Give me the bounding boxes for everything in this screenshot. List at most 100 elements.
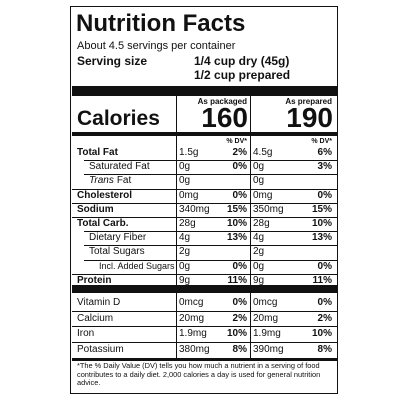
thick-rule	[72, 86, 337, 96]
nutrient-name: Total Carb.	[77, 218, 129, 229]
daily-value: 11%	[227, 274, 247, 286]
daily-value: 0%	[232, 189, 247, 201]
nutrient-name: Trans	[89, 175, 114, 187]
daily-value: 10%	[226, 218, 247, 229]
daily-value: 0%	[317, 297, 332, 308]
footnote: *The % Daily Value (DV) tells you how mu…	[77, 361, 321, 388]
amount: 0mg	[253, 189, 273, 201]
daily-value: 8%	[232, 343, 247, 355]
amount: 390mg	[253, 343, 284, 355]
nutrient-name: Dietary Fiber	[89, 232, 147, 244]
row-rule	[72, 326, 337, 327]
nutrient-name: Protein	[77, 274, 112, 286]
nutrient-name: Fat	[116, 175, 132, 187]
calories-label: Calories	[77, 107, 160, 130]
medium-rule	[72, 132, 337, 136]
daily-value: 3%	[317, 161, 332, 173]
amount: 1.5g	[179, 147, 199, 158]
column-divider	[176, 96, 177, 358]
row-rule	[84, 174, 337, 176]
daily-value: 15%	[226, 203, 247, 215]
daily-value: 2%	[317, 312, 332, 324]
daily-value: 0%	[317, 189, 332, 201]
amount: 0g	[179, 175, 191, 187]
amount: 0g	[179, 161, 191, 173]
amount: 0mg	[179, 189, 199, 201]
calories-value: 190	[286, 102, 333, 133]
amount: 0g	[179, 260, 191, 272]
serving-size-label: Serving size	[77, 54, 148, 68]
dv-header: % DV*	[226, 138, 247, 145]
daily-value: 2%	[232, 312, 247, 324]
amount: 28g	[253, 218, 270, 229]
column-divider	[250, 96, 251, 358]
amount: 4g	[253, 232, 265, 244]
daily-value: 8%	[317, 343, 332, 355]
amount: 0g	[253, 161, 265, 173]
nutrient-name: Calcium	[77, 312, 114, 324]
nutrient-name: Total Sugars	[89, 246, 145, 258]
daily-value: 0%	[232, 297, 247, 308]
daily-value: 0%	[232, 161, 247, 173]
row-rule	[72, 202, 337, 204]
daily-value: 2%	[232, 147, 247, 158]
daily-value: 0%	[317, 260, 332, 272]
row-rule	[84, 245, 337, 247]
amount: 9g	[179, 274, 191, 286]
amount: 380mg	[179, 343, 210, 355]
daily-value: 13%	[311, 232, 332, 244]
daily-value: 0%	[232, 260, 247, 272]
serving-size-packaged: 1/4 cup dry (45g)	[194, 54, 290, 68]
amount: 4g	[179, 232, 191, 244]
row-rule	[72, 188, 337, 190]
daily-value: 15%	[311, 203, 332, 215]
row-rule	[72, 217, 337, 218]
row-rule	[84, 231, 337, 233]
nutrient-name: Cholesterol	[77, 189, 133, 201]
nutrient-name: Incl. Added Sugars	[99, 260, 175, 271]
row-rule	[72, 273, 337, 275]
daily-value: 13%	[226, 232, 247, 244]
row-rule	[84, 160, 337, 162]
amount: 9g	[253, 274, 265, 286]
daily-value: 10%	[311, 218, 332, 229]
amount: 0mcg	[253, 297, 278, 308]
daily-value: 6%	[317, 147, 332, 158]
row-rule	[72, 341, 337, 343]
daily-value: 10%	[226, 328, 247, 339]
amount: 28g	[179, 218, 196, 229]
daily-value: 10%	[311, 328, 332, 339]
nutrient-name: Vitamin D	[77, 297, 121, 308]
row-rule	[84, 259, 337, 261]
column-header: As prepared	[285, 97, 332, 106]
amount: 340mg	[179, 203, 210, 215]
nutrient-name: Sodium	[77, 203, 114, 215]
amount: 0g	[253, 175, 265, 187]
nutrient-name: Total Fat	[77, 147, 118, 158]
amount: 2g	[253, 246, 265, 258]
column-header: As packaged	[197, 97, 247, 106]
nutrient-name: Iron	[77, 328, 95, 339]
nutrient-name: Saturated Fat	[89, 161, 150, 173]
medium-rule	[72, 358, 337, 361]
serving-size-prepared: 1/2 cup prepared	[194, 68, 291, 82]
label-border	[70, 6, 338, 394]
title: Nutrition Facts	[76, 10, 246, 37]
amount: 1.9mg	[253, 328, 281, 339]
calories-value: 160	[201, 102, 248, 133]
servings: About 4.5 servings per container	[77, 40, 236, 52]
amount: 0mcg	[179, 297, 204, 308]
amount: 2g	[179, 246, 191, 258]
dv-header: % DV*	[311, 138, 332, 145]
thick-rule	[72, 285, 337, 293]
amount: 1.9mg	[179, 328, 207, 339]
amount: 350mg	[253, 203, 284, 215]
daily-value: 11%	[312, 274, 332, 286]
amount: 4.5g	[253, 147, 273, 158]
amount: 20mg	[253, 312, 279, 324]
row-rule	[72, 310, 337, 312]
amount: 20mg	[179, 312, 205, 324]
amount: 0g	[253, 260, 265, 272]
nutrient-name: Potassium	[77, 343, 124, 355]
